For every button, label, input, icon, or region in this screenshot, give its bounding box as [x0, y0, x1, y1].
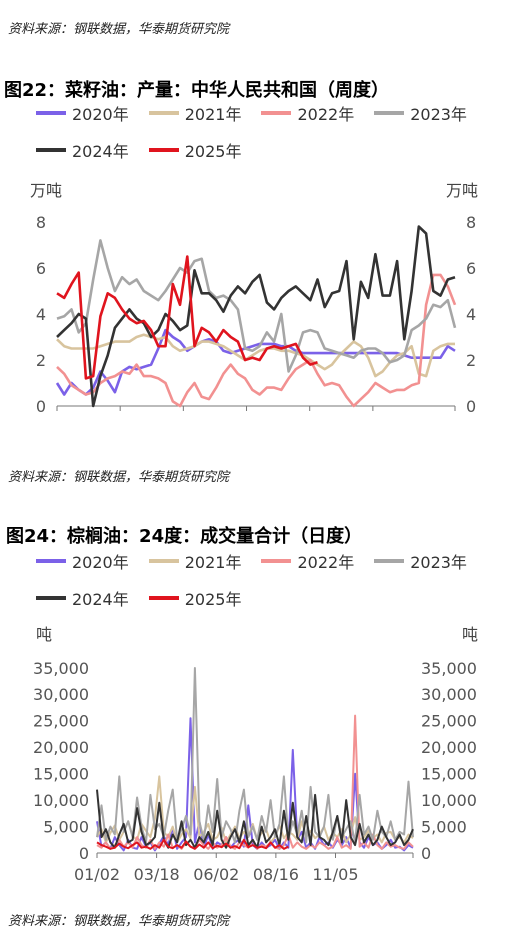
legend-item: 2022年	[261, 94, 354, 131]
y-tick-label-right: 6	[466, 259, 476, 278]
legend-swatch	[374, 110, 405, 115]
y-tick-label-left: 0	[36, 397, 46, 416]
series-line-2024年	[56, 225, 456, 408]
x-tick-label: 06/02	[193, 865, 239, 884]
y-tick-label-left: 10,000	[33, 791, 89, 810]
y-tick-label-right: 15,000	[421, 764, 477, 783]
legend-label: 2020年	[72, 104, 129, 124]
y-tick-label-right: 0	[466, 397, 476, 416]
series-line-2021年	[56, 333, 455, 378]
x-tick-label: 03/11	[97, 419, 143, 420]
x-tick-label: 03/18	[134, 865, 180, 884]
legend-swatch	[36, 595, 66, 600]
legend-label: 2021年	[184, 552, 242, 572]
x-tick-label: 09/16	[287, 419, 333, 420]
chart-title: 图22：菜籽油：产量：中华人民共和国（周度）	[4, 80, 390, 101]
y-tick-label-left: 25,000	[33, 712, 89, 731]
legend-item: 2021年	[148, 94, 242, 131]
y-tick-label-left: 2	[36, 351, 46, 370]
legend-swatch	[261, 110, 292, 115]
series-line-2025年	[96, 838, 289, 850]
legend-swatch	[148, 595, 179, 600]
legend-item: 2022年	[261, 542, 354, 579]
legend-item: 2024年	[36, 579, 129, 616]
y-tick-label-right: 2	[466, 351, 476, 370]
legend-label: 2024年	[72, 589, 129, 609]
source-note: 资料来源：钢联数据，华泰期货研究院	[8, 22, 230, 37]
legend-label: 2024年	[72, 141, 129, 161]
legend-label: 2025年	[184, 589, 242, 609]
legend-item: 2020年	[36, 94, 129, 131]
y-tick-label-left: 8	[36, 213, 46, 232]
legend-item: 2023年	[374, 94, 467, 131]
chart-legend: 2020年 2021年 2022年 2023年 2024年 2025年	[36, 94, 506, 168]
legend-swatch	[36, 558, 66, 563]
legend-label: 2022年	[297, 552, 355, 572]
series-line-2020年	[55, 328, 456, 396]
series-line-2023年	[96, 667, 414, 844]
y-tick-label-right: 30,000	[421, 685, 477, 704]
legend-item: 2025年	[148, 579, 242, 616]
y-tick-label-right: 10,000	[421, 791, 477, 810]
x-tick-label: 07/15	[223, 419, 269, 420]
y-tick-label-right: 5,000	[421, 817, 467, 836]
series-line-2022年	[56, 273, 457, 408]
y-tick-label-right: 0	[421, 844, 431, 863]
legend-label: 2021年	[184, 104, 242, 124]
y-tick-label-right: 8	[466, 213, 476, 232]
y-unit-left: 吨	[36, 625, 52, 644]
y-unit-right: 万吨	[446, 181, 478, 200]
legend-item: 2021年	[148, 542, 242, 579]
legend-item: 2024年	[36, 131, 129, 168]
y-tick-label-right: 20,000	[421, 738, 477, 757]
x-tick-label: 11/05	[312, 865, 358, 884]
source-note: 资料来源：钢联数据，华泰期货研究院	[8, 914, 230, 929]
legend-label: 2023年	[410, 552, 467, 572]
legend-swatch	[374, 558, 405, 563]
chart-legend: 2020年 2021年 2022年 2023年 2024年 2025年	[36, 542, 506, 616]
y-tick-label-right: 25,000	[421, 712, 477, 731]
chart-title: 图24：棕榈油：24度：成交量合计（日度）	[6, 526, 363, 547]
y-tick-label-right: 4	[466, 305, 476, 324]
y-tick-label-left: 30,000	[33, 685, 89, 704]
legend-item: 2025年	[148, 131, 242, 168]
legend-item: 2020年	[36, 542, 129, 579]
y-unit-right: 吨	[462, 625, 478, 644]
x-tick-label: 05/13	[160, 419, 206, 420]
legend-label: 2020年	[72, 552, 129, 572]
legend-label: 2022年	[297, 104, 355, 124]
y-tick-label-left: 15,000	[33, 764, 89, 783]
y-tick-label-left: 20,000	[33, 738, 89, 757]
y-tick-label-left: 4	[36, 305, 46, 324]
y-tick-label-left: 5,000	[43, 817, 89, 836]
rapeseed-oil-chart: 万吨 万吨 0 0 2 2 4 4 6 6 8 8 01/07 03/11 05/13 07/15 09/1…	[30, 181, 478, 420]
x-tick-label: 11/18	[350, 419, 396, 420]
y-tick-label-left: 35,000	[33, 659, 89, 678]
legend-swatch	[148, 558, 179, 563]
palm-oil-chart: 吨 吨 0 0 5,000 5,000 10,000 10,000 15,000 15,000…	[33, 625, 478, 884]
x-tick-label: 01/02	[74, 865, 120, 884]
legend-label: 2025年	[184, 141, 242, 161]
legend-swatch	[36, 147, 66, 152]
legend-label: 2023年	[410, 104, 467, 124]
legend-swatch	[261, 558, 292, 563]
x-tick-label: 01/07	[34, 419, 80, 420]
legend-swatch	[148, 110, 179, 115]
series-line-2025年	[56, 255, 318, 380]
y-unit-left: 万吨	[30, 181, 62, 200]
x-tick-label: 08/16	[253, 865, 299, 884]
legend-item: 2023年	[374, 542, 467, 579]
series-line-2023年	[56, 239, 457, 373]
legend-swatch	[36, 110, 66, 115]
y-tick-label-left: 0	[79, 844, 89, 863]
y-tick-label-right: 35,000	[421, 659, 477, 678]
legend-swatch	[148, 147, 179, 152]
y-tick-label-left: 6	[36, 259, 46, 278]
series-line-2024年	[96, 789, 414, 849]
source-note: 资料来源：钢联数据，华泰期货研究院	[8, 470, 230, 485]
